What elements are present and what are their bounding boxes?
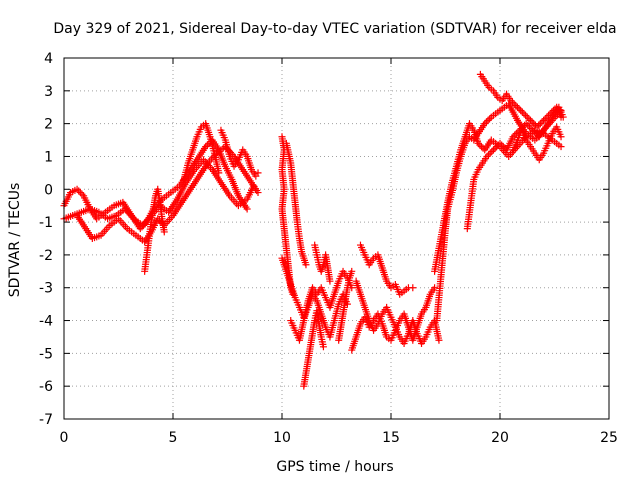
data-point	[549, 107, 557, 115]
data-point	[493, 143, 501, 151]
data-point	[538, 118, 546, 126]
data-point	[78, 190, 86, 198]
data-point	[532, 129, 540, 137]
data-point	[431, 284, 439, 292]
data-point	[499, 143, 507, 151]
data-point	[525, 123, 533, 131]
data-point	[498, 141, 506, 149]
data-point	[520, 110, 528, 118]
data-point	[476, 141, 484, 149]
y-tick-label: 0	[44, 182, 53, 198]
data-point	[243, 205, 251, 213]
data-point	[481, 120, 489, 128]
x-tick-label: 15	[382, 430, 400, 446]
data-point	[524, 121, 532, 129]
y-tick-label: -6	[39, 379, 53, 395]
data-point	[474, 139, 482, 147]
data-point	[486, 149, 494, 157]
data-point	[540, 116, 548, 124]
y-axis-label: SDTVAR / TECUs	[7, 183, 23, 298]
data-point	[507, 97, 515, 105]
data-point	[522, 120, 530, 128]
data-point	[409, 284, 417, 292]
data-point	[302, 261, 310, 269]
data-point	[557, 143, 565, 151]
data-point	[546, 110, 554, 118]
x-axis-label: GPS time / hours	[276, 459, 393, 475]
data-point	[518, 108, 526, 116]
data-point	[326, 277, 334, 285]
data-point	[545, 111, 553, 119]
data-point	[496, 139, 504, 147]
y-tick-label: -1	[39, 215, 53, 231]
data-point	[523, 113, 531, 121]
data-point	[536, 120, 544, 128]
data-point	[527, 125, 535, 133]
data-point	[525, 115, 533, 123]
y-tick-label: 3	[44, 84, 53, 100]
y-tick-label: -2	[39, 248, 53, 264]
data-point	[509, 98, 517, 106]
data-point	[548, 108, 556, 116]
data-point	[73, 185, 81, 193]
x-tick-label: 0	[60, 430, 69, 446]
data-point	[435, 336, 443, 344]
data-point	[515, 105, 523, 113]
data-point	[510, 100, 518, 108]
x-tick-label: 25	[600, 430, 618, 446]
data-point	[512, 102, 520, 110]
data-point	[348, 267, 356, 275]
data-point	[483, 152, 491, 160]
data-point	[319, 343, 327, 351]
data-point	[254, 189, 262, 197]
data-point	[529, 126, 537, 134]
axis-ticks: 0 5 10 15 20 25 -7 -6 -5 -4 -3 -2 -1 0 1 2 3 4	[39, 51, 618, 446]
data-point	[491, 144, 499, 152]
plot-frame	[63, 57, 610, 420]
y-tick-label: 1	[44, 149, 53, 165]
y-tick-label: 4	[44, 51, 53, 67]
data-point	[530, 120, 538, 128]
chart-title: Day 329 of 2021, Sidereal Day-to-day VTE…	[53, 21, 616, 37]
data-point	[477, 143, 485, 151]
data-point	[522, 111, 530, 119]
data-point	[215, 169, 223, 177]
data-point	[533, 123, 541, 131]
data-point	[509, 133, 517, 141]
data-point	[527, 116, 535, 124]
data-point	[517, 107, 525, 115]
data-point	[160, 228, 168, 236]
data-point	[486, 115, 494, 123]
data-point	[513, 103, 521, 111]
data-point	[530, 128, 538, 136]
data-point	[535, 121, 543, 129]
x-tick-label: 5	[169, 430, 178, 446]
data-point	[512, 129, 520, 137]
data-point	[557, 133, 565, 141]
y-tick-label: -4	[39, 314, 53, 330]
data-point	[541, 115, 549, 123]
data-point	[489, 146, 497, 154]
data-points	[60, 70, 567, 390]
data-point	[488, 148, 496, 156]
data-point	[557, 113, 565, 121]
data-point	[75, 187, 83, 195]
data-point	[528, 118, 536, 126]
data-point	[543, 113, 551, 121]
y-tick-label: -7	[39, 412, 53, 428]
y-tick-label: -5	[39, 346, 53, 362]
data-point	[76, 189, 84, 197]
data-point	[482, 118, 490, 126]
data-point	[484, 116, 492, 124]
x-tick-label: 20	[491, 430, 509, 446]
x-tick-label: 10	[273, 430, 291, 446]
data-point	[203, 141, 211, 149]
y-tick-label: 2	[44, 117, 53, 133]
data-point	[485, 151, 493, 159]
data-point	[254, 169, 262, 177]
data-point	[202, 143, 210, 151]
y-tick-label: -3	[39, 281, 53, 297]
